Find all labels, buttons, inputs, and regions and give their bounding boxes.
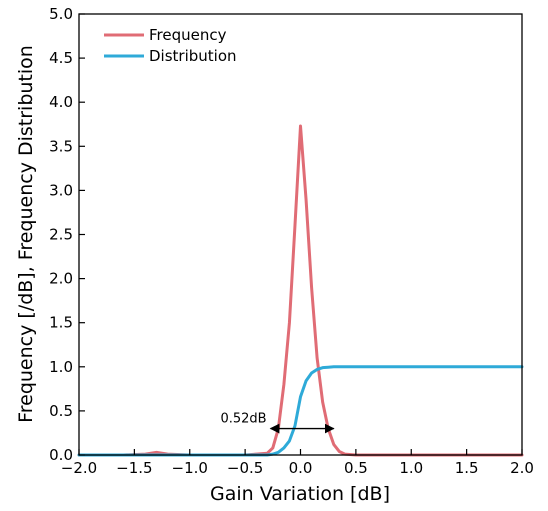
y-tick-label: 1.0	[49, 358, 73, 376]
y-tick-label: 2.0	[49, 270, 73, 288]
y-tick-label: 2.5	[49, 226, 73, 244]
x-tick-label: −1.5	[116, 459, 152, 477]
y-tick-label: 3.5	[49, 137, 73, 155]
y-axis: 0.0 0.5 1.0 1.5 2.0 2.5 3.0 3.5 4.0 4.5 5.0	[49, 5, 85, 464]
x-tick-label: 1.0	[399, 459, 423, 477]
y-tick-label: 5.0	[49, 5, 73, 23]
x-axis-title: Gain Variation [dB]	[210, 483, 390, 505]
legend-label-distribution: Distribution	[149, 47, 237, 65]
annotation-label: 0.52dB	[220, 412, 266, 427]
x-tick-label: 0.5	[344, 459, 368, 477]
y-tick-label: 0.0	[49, 446, 73, 464]
plot-frame	[78, 13, 523, 456]
legend: Frequency Distribution	[104, 26, 237, 65]
series-line-frequency	[77, 124, 524, 457]
y-axis-title: Frequency [/dB], Frequency Distribution	[15, 45, 37, 423]
series-layer	[77, 124, 524, 457]
y-tick-label: 1.5	[49, 314, 73, 332]
series-line-distribution	[77, 365, 524, 457]
x-tick-label: −1.0	[172, 459, 208, 477]
x-tick-label: 1.5	[455, 459, 479, 477]
x-tick-label: 2.0	[510, 459, 534, 477]
y-tick-label: 4.0	[49, 93, 73, 111]
y-tick-label: 0.5	[49, 402, 73, 420]
annotation-layer: 0.52dB	[220, 412, 335, 434]
y-tick-label: 4.5	[49, 49, 73, 67]
legend-label-frequency: Frequency	[149, 26, 227, 44]
x-tick-label: −0.5	[227, 459, 263, 477]
y-tick-label: 3.0	[49, 181, 73, 199]
x-tick-label: 0.0	[289, 459, 313, 477]
x-axis: −2.0 −1.5 −1.0 −0.5 0.0 0.5 1.0 1.5 2.0	[61, 449, 534, 477]
x-tick-label: −2.0	[61, 459, 97, 477]
